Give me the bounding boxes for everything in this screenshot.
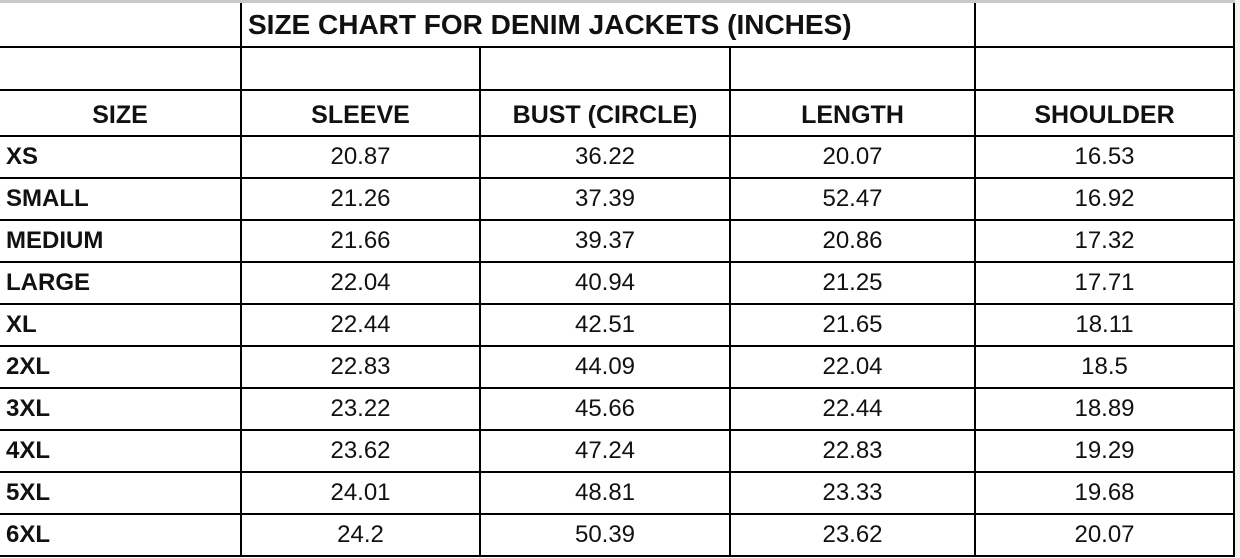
empty-cell[interactable] bbox=[729, 46, 976, 91]
title-row: SIZE CHART FOR DENIM JACKETS (INCHES) bbox=[0, 3, 1235, 48]
cell-size[interactable]: MEDIUM bbox=[0, 219, 242, 263]
cell-size[interactable]: SMALL bbox=[0, 177, 242, 221]
size-chart-table: SIZE CHART FOR DENIM JACKETS (INCHES) SI… bbox=[0, 3, 1235, 557]
cell-length[interactable]: 22.04 bbox=[729, 345, 976, 389]
cell-bust[interactable]: 48.81 bbox=[479, 471, 731, 515]
cell-shoulder[interactable]: 17.71 bbox=[974, 261, 1235, 305]
sheet-top-edge bbox=[0, 0, 1240, 3]
table-row: 3XL 23.22 45.66 22.44 18.89 bbox=[0, 387, 1235, 431]
cell-sleeve[interactable]: 24.2 bbox=[240, 513, 481, 557]
cell-length[interactable]: 21.25 bbox=[729, 261, 976, 305]
cell-sleeve[interactable]: 24.01 bbox=[240, 471, 481, 515]
empty-cell[interactable] bbox=[479, 46, 731, 91]
table-row: 2XL 22.83 44.09 22.04 18.5 bbox=[0, 345, 1235, 389]
cell-length[interactable]: 22.44 bbox=[729, 387, 976, 431]
cell-length[interactable]: 23.62 bbox=[729, 513, 976, 557]
empty-cell[interactable] bbox=[0, 3, 242, 48]
cell-shoulder[interactable]: 16.53 bbox=[974, 135, 1235, 179]
cell-size[interactable]: 6XL bbox=[0, 513, 242, 557]
chart-title[interactable]: SIZE CHART FOR DENIM JACKETS (INCHES) bbox=[240, 3, 976, 48]
cell-bust[interactable]: 50.39 bbox=[479, 513, 731, 557]
cell-bust[interactable]: 37.39 bbox=[479, 177, 731, 221]
cell-sleeve[interactable]: 23.62 bbox=[240, 429, 481, 473]
sheet-right-edge bbox=[1235, 0, 1240, 558]
cell-bust[interactable]: 44.09 bbox=[479, 345, 731, 389]
cell-size[interactable]: 4XL bbox=[0, 429, 242, 473]
cell-length[interactable]: 23.33 bbox=[729, 471, 976, 515]
cell-sleeve[interactable]: 21.66 bbox=[240, 219, 481, 263]
cell-length[interactable]: 52.47 bbox=[729, 177, 976, 221]
header-sleeve[interactable]: SLEEVE bbox=[240, 89, 481, 137]
header-shoulder[interactable]: SHOULDER bbox=[974, 89, 1235, 137]
cell-size[interactable]: XS bbox=[0, 135, 242, 179]
cell-bust[interactable]: 39.37 bbox=[479, 219, 731, 263]
header-row: SIZE SLEEVE BUST (CIRCLE) LENGTH SHOULDE… bbox=[0, 89, 1235, 137]
cell-size[interactable]: XL bbox=[0, 303, 242, 347]
cell-size[interactable]: 2XL bbox=[0, 345, 242, 389]
table-row: 5XL 24.01 48.81 23.33 19.68 bbox=[0, 471, 1235, 515]
cell-shoulder[interactable]: 19.68 bbox=[974, 471, 1235, 515]
cell-bust[interactable]: 45.66 bbox=[479, 387, 731, 431]
cell-length[interactable]: 22.83 bbox=[729, 429, 976, 473]
cell-sleeve[interactable]: 22.83 bbox=[240, 345, 481, 389]
cell-shoulder[interactable]: 17.32 bbox=[974, 219, 1235, 263]
cell-shoulder[interactable]: 20.07 bbox=[974, 513, 1235, 557]
cell-sleeve[interactable]: 20.87 bbox=[240, 135, 481, 179]
cell-bust[interactable]: 47.24 bbox=[479, 429, 731, 473]
cell-shoulder[interactable]: 16.92 bbox=[974, 177, 1235, 221]
table-row: LARGE 22.04 40.94 21.25 17.71 bbox=[0, 261, 1235, 305]
empty-cell[interactable] bbox=[0, 47, 242, 91]
cell-length[interactable]: 21.65 bbox=[729, 303, 976, 347]
cell-sleeve[interactable]: 23.22 bbox=[240, 387, 481, 431]
header-size[interactable]: SIZE bbox=[0, 89, 242, 137]
cell-length[interactable]: 20.86 bbox=[729, 219, 976, 263]
table-row: XL 22.44 42.51 21.65 18.11 bbox=[0, 303, 1235, 347]
cell-sleeve[interactable]: 22.44 bbox=[240, 303, 481, 347]
cell-shoulder[interactable]: 18.11 bbox=[974, 303, 1235, 347]
cell-size[interactable]: 3XL bbox=[0, 387, 242, 431]
header-bust[interactable]: BUST (CIRCLE) bbox=[479, 89, 731, 137]
table-row: MEDIUM 21.66 39.37 20.86 17.32 bbox=[0, 219, 1235, 263]
cell-bust[interactable]: 40.94 bbox=[479, 261, 731, 305]
cell-size[interactable]: LARGE bbox=[0, 261, 242, 305]
cell-shoulder[interactable]: 18.89 bbox=[974, 387, 1235, 431]
table-row: 4XL 23.62 47.24 22.83 19.29 bbox=[0, 429, 1235, 473]
header-length[interactable]: LENGTH bbox=[729, 89, 976, 137]
blank-row bbox=[0, 46, 1235, 91]
empty-cell[interactable] bbox=[240, 46, 481, 91]
cell-bust[interactable]: 36.22 bbox=[479, 135, 731, 179]
cell-bust[interactable]: 42.51 bbox=[479, 303, 731, 347]
table-row: XS 20.87 36.22 20.07 16.53 bbox=[0, 135, 1235, 179]
cell-sleeve[interactable]: 22.04 bbox=[240, 261, 481, 305]
table-row: 6XL 24.2 50.39 23.62 20.07 bbox=[0, 513, 1235, 557]
table-row: SMALL 21.26 37.39 52.47 16.92 bbox=[0, 177, 1235, 221]
empty-cell[interactable] bbox=[974, 46, 1235, 91]
cell-size[interactable]: 5XL bbox=[0, 471, 242, 515]
empty-cell[interactable] bbox=[974, 3, 1235, 48]
cell-sleeve[interactable]: 21.26 bbox=[240, 177, 481, 221]
cell-length[interactable]: 20.07 bbox=[729, 135, 976, 179]
cell-shoulder[interactable]: 19.29 bbox=[974, 429, 1235, 473]
cell-shoulder[interactable]: 18.5 bbox=[974, 345, 1235, 389]
